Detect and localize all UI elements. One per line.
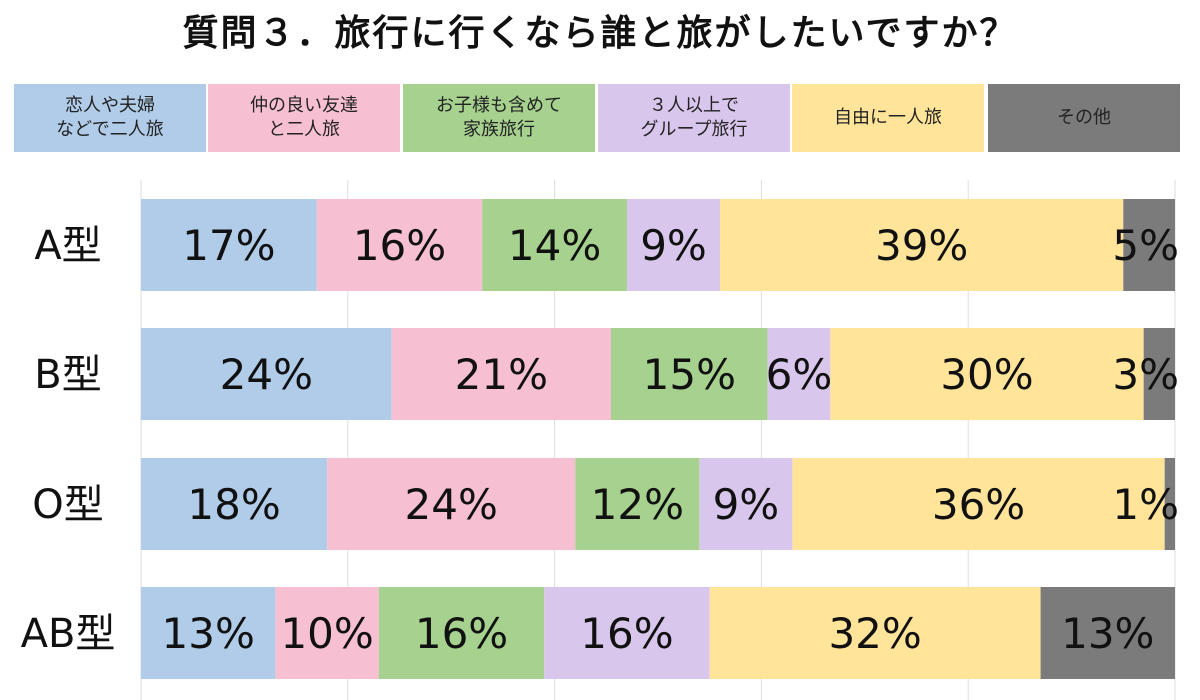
data-label: 13% xyxy=(1061,609,1154,658)
bar-segment xyxy=(391,328,611,420)
legend: 恋人や夫婦 などで二人旅 仲の良い友達 と二人旅 お子様も含めて 家族旅行 ３人以上で… xyxy=(0,0,1200,160)
bar-segment xyxy=(141,199,317,291)
data-label: 21% xyxy=(455,350,548,399)
bar-segment xyxy=(575,458,700,550)
bar-segment xyxy=(1123,199,1175,291)
category-label: O型 xyxy=(32,482,103,528)
data-label: 16% xyxy=(353,221,446,270)
data-label: 1% xyxy=(1112,480,1179,529)
data-label: 16% xyxy=(415,609,508,658)
data-label: 18% xyxy=(187,480,280,529)
data-label: 12% xyxy=(591,480,684,529)
data-label: 9% xyxy=(713,480,780,529)
bar-segment xyxy=(378,587,545,679)
data-label: 32% xyxy=(828,609,921,658)
category-label: B型 xyxy=(34,352,101,398)
data-label: 30% xyxy=(940,350,1033,399)
data-label: 14% xyxy=(508,221,601,270)
bar-segment xyxy=(720,199,1124,291)
data-label: 10% xyxy=(280,609,373,658)
legend-item-6: その他 xyxy=(988,84,1180,152)
category-label: AB型 xyxy=(21,611,116,657)
bar-segment xyxy=(709,587,1041,679)
bar-segment xyxy=(699,458,793,550)
data-label: 24% xyxy=(405,480,498,529)
bar-segment xyxy=(792,458,1165,550)
bar-segment xyxy=(830,328,1144,420)
bar-segment xyxy=(275,587,379,679)
data-label: 6% xyxy=(766,350,833,399)
data-label: 24% xyxy=(220,350,313,399)
bar-segment xyxy=(1040,587,1175,679)
data-label: 9% xyxy=(640,221,707,270)
bar-segment xyxy=(1164,458,1175,550)
legend-item-2: 仲の良い友達 と二人旅 xyxy=(208,84,400,152)
bar-segment xyxy=(611,328,768,420)
data-label: 16% xyxy=(580,609,673,658)
bar-segment xyxy=(141,458,328,550)
bar-segment xyxy=(626,199,721,291)
chart-title: 質問３．旅行に行くなら誰と旅がしたいですか？ xyxy=(182,13,1018,54)
bar-segment xyxy=(141,587,276,679)
bar-segment xyxy=(327,458,576,550)
data-label: 5% xyxy=(1112,221,1179,270)
data-label: 13% xyxy=(162,609,255,658)
bar-segment xyxy=(482,199,627,291)
bar-segment xyxy=(544,587,710,679)
bar-segment xyxy=(316,199,483,291)
bar-segment xyxy=(767,328,831,420)
legend-item-5: 自由に一人旅 xyxy=(792,84,984,152)
data-label: 36% xyxy=(932,480,1025,529)
data-label: 39% xyxy=(875,221,968,270)
data-label: 17% xyxy=(182,221,275,270)
category-label: A型 xyxy=(34,223,101,269)
legend-item-3: お子様も含めて 家族旅行 xyxy=(403,84,595,152)
bar-segment xyxy=(141,328,392,420)
legend-item-1: 恋人や夫婦 などで二人旅 xyxy=(14,84,206,152)
legend-item-4: ３人以上で グループ旅行 xyxy=(598,84,790,152)
bar-segment xyxy=(1143,328,1175,420)
data-label: 3% xyxy=(1112,350,1179,399)
data-label: 15% xyxy=(643,350,736,399)
